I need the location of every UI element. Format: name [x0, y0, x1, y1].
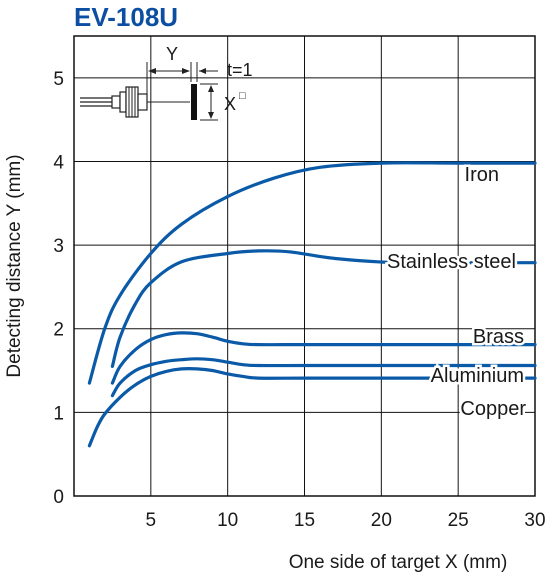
plot-border	[73, 35, 536, 497]
x-tick-label-3: 15	[294, 510, 315, 531]
y-tick-label-0: 0	[53, 487, 64, 508]
series-labels: Iron Stainless steel Brass Aluminium Copper	[385, 162, 529, 423]
series-label-stainless-steel: Stainless steel	[387, 251, 516, 273]
inset-t-label: t=1	[227, 60, 253, 80]
y-tick-label-3: 3	[53, 236, 64, 257]
y-tick-label-1: 1	[53, 403, 64, 424]
x-axis-label: One side of target X (mm)	[289, 552, 508, 573]
y-tick-label-2: 2	[53, 320, 64, 341]
series-line-brass	[110, 331, 537, 385]
x-tick-label-2: 10	[217, 510, 238, 531]
x-tick-label-1: 5	[146, 510, 157, 531]
series-label-copper: Copper	[460, 398, 526, 420]
inset-x-label: X	[224, 94, 236, 114]
x-tick-label-5: 25	[448, 510, 469, 531]
series-label-brass: Brass	[473, 326, 524, 348]
series-line-stainless-steel	[110, 249, 537, 368]
series-label-aluminium: Aluminium	[431, 365, 524, 387]
target-plate	[191, 84, 197, 120]
tick-labels: 5 10 15 20 25 30 0 1 2 3 4 5	[53, 69, 545, 531]
series-label-iron: Iron	[465, 164, 499, 186]
sensor-inset-diagram: Y t=1 X □	[80, 44, 253, 121]
x-tick-label-6: 30	[524, 510, 545, 531]
series-line-aluminium	[110, 357, 537, 398]
y-axis-label: Detecting distance Y (mm)	[4, 154, 25, 377]
grid	[74, 36, 535, 496]
sensor-icon	[80, 86, 148, 118]
chart-title: EV-108U	[74, 2, 179, 32]
inset-y-label: Y	[166, 44, 178, 64]
series-line-iron	[87, 161, 537, 385]
series-line-copper	[87, 367, 537, 448]
series-lines	[87, 161, 537, 448]
y-tick-label-5: 5	[53, 69, 64, 90]
x-tick-label-4: 20	[371, 510, 392, 531]
plot-frame	[73, 35, 536, 497]
inset-x-square: □	[239, 90, 246, 102]
y-tick-label-4: 4	[53, 152, 64, 173]
